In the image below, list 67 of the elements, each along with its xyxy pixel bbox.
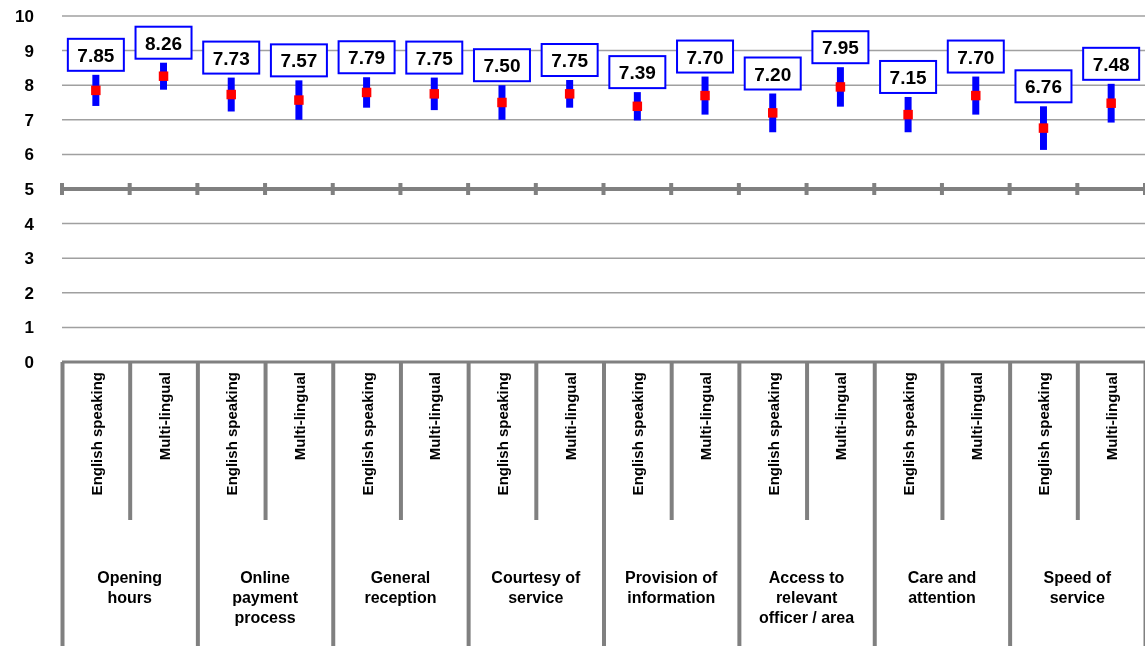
point bbox=[226, 89, 236, 100]
y-tick-label: 3 bbox=[24, 249, 34, 269]
data-label: 7.95 bbox=[821, 37, 860, 59]
data-label: 6.76 bbox=[1024, 76, 1062, 98]
x-tick-label: English speaking bbox=[900, 372, 918, 496]
y-tick-label: 5 bbox=[24, 179, 34, 199]
data-label: 7.39 bbox=[618, 62, 656, 84]
point bbox=[497, 97, 507, 108]
y-tick-label: 1 bbox=[24, 318, 34, 338]
x-tick-label: English speaking bbox=[87, 372, 105, 496]
data-label: 7.20 bbox=[754, 63, 792, 85]
text: General reception bbox=[364, 569, 437, 606]
point bbox=[1106, 98, 1116, 108]
data-label: 7.50 bbox=[483, 55, 521, 77]
text: Provision of information bbox=[624, 569, 719, 606]
point bbox=[361, 87, 372, 98]
x-tick-label: Multi-lingual bbox=[697, 372, 715, 461]
x-tick-label: English speaking bbox=[629, 372, 647, 496]
x-tick-label: Multi-lingual bbox=[561, 372, 579, 461]
x-tick-label: Multi-lingual bbox=[290, 372, 308, 461]
x-tick-label: English speaking bbox=[223, 372, 241, 496]
x-tick-label: English speaking bbox=[493, 372, 511, 496]
y-tick-label: 6 bbox=[24, 145, 34, 165]
y-tick-label: 9 bbox=[24, 41, 34, 61]
x-tick-label: Multi-lingual bbox=[832, 372, 850, 461]
data-label: 7.73 bbox=[212, 47, 250, 69]
x-tick-label: English speaking bbox=[358, 372, 376, 496]
data-label: 7.70 bbox=[686, 46, 724, 68]
y-tick-label: 7 bbox=[24, 110, 34, 130]
point bbox=[91, 85, 101, 96]
data-label: 7.48 bbox=[1092, 53, 1130, 75]
text: Care and attention bbox=[907, 569, 977, 606]
data-label: 7.57 bbox=[280, 50, 318, 72]
text: Courtesy of service bbox=[491, 569, 581, 606]
x-tick-label: Multi-lingual bbox=[426, 372, 444, 461]
y-tick-label: 4 bbox=[24, 214, 35, 234]
x-tick-label: Multi-lingual bbox=[155, 372, 173, 461]
point bbox=[429, 89, 440, 99]
point bbox=[564, 89, 575, 99]
x-tick-label: English speaking bbox=[1035, 372, 1053, 496]
y-tick-label: 8 bbox=[24, 76, 34, 96]
data-label: 7.70 bbox=[957, 46, 995, 68]
point bbox=[903, 109, 913, 120]
data-label: 7.15 bbox=[889, 66, 928, 88]
text: Online payment process bbox=[232, 569, 299, 626]
x-tick-label: Multi-lingual bbox=[1103, 372, 1121, 461]
y-tick-label: 0 bbox=[24, 352, 34, 372]
y-tick-label: 2 bbox=[24, 283, 34, 303]
point bbox=[158, 71, 169, 81]
data-label: 7.75 bbox=[415, 47, 454, 69]
x-tick-label: English speaking bbox=[764, 372, 782, 496]
point bbox=[632, 101, 643, 112]
point bbox=[835, 82, 846, 92]
point bbox=[700, 90, 710, 101]
data-label: 7.75 bbox=[551, 50, 589, 72]
y-tick-label: 10 bbox=[15, 6, 34, 26]
data-label: 7.79 bbox=[348, 47, 386, 69]
text: Speed of service bbox=[1043, 569, 1112, 606]
text: Access to relevant officer / area bbox=[758, 569, 855, 626]
x-tick-label: Multi-lingual bbox=[967, 372, 985, 461]
point bbox=[971, 90, 981, 101]
point bbox=[1038, 123, 1049, 133]
point bbox=[767, 108, 778, 118]
text: Opening hours bbox=[97, 569, 163, 606]
data-label: 8.26 bbox=[145, 32, 183, 54]
point bbox=[294, 95, 304, 105]
data-label: 7.85 bbox=[77, 44, 115, 66]
